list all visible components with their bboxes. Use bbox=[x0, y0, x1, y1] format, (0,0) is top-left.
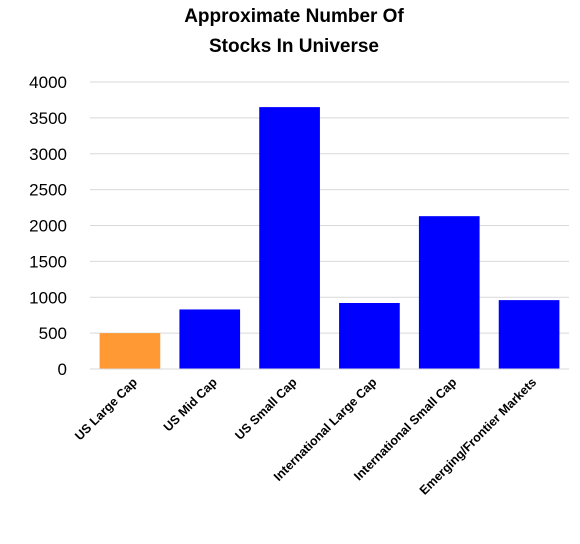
x-tick-label: US Small Cap bbox=[232, 375, 300, 443]
bar-emerging-frontier-markets bbox=[498, 300, 560, 369]
bar-international-small-cap bbox=[418, 216, 480, 369]
y-tick-label: 2500 bbox=[29, 181, 67, 200]
bar-us-small-cap bbox=[259, 107, 320, 370]
y-axis-ticks: 0 500 1000 1500 2000 2500 3000 3500 4000 bbox=[29, 73, 67, 379]
y-tick-label: 3000 bbox=[29, 145, 67, 164]
gridlines bbox=[90, 81, 569, 334]
y-tick-label: 1000 bbox=[29, 288, 67, 307]
bar-us-large-cap bbox=[99, 333, 161, 369]
x-tick-label: US Large Cap bbox=[72, 375, 140, 443]
y-tick-label: 3500 bbox=[29, 109, 67, 128]
y-tick-label: 2000 bbox=[29, 217, 67, 236]
chart-title-line-1: Approximate Number Of bbox=[184, 6, 404, 27]
bar-us-mid-cap bbox=[179, 309, 241, 369]
y-tick-label: 4000 bbox=[29, 73, 67, 92]
y-tick-label: 1500 bbox=[29, 252, 67, 271]
x-axis-labels: US Large Cap US Mid Cap US Small CapIntern… bbox=[72, 375, 539, 498]
bars bbox=[99, 107, 560, 370]
x-tick-label: US Mid Cap bbox=[161, 375, 220, 434]
chart-title-line-2: Stocks In Universe bbox=[209, 36, 379, 57]
y-tick-label: 0 bbox=[58, 360, 67, 379]
y-tick-label: 500 bbox=[39, 324, 67, 343]
bar-international-large-cap bbox=[339, 302, 400, 369]
